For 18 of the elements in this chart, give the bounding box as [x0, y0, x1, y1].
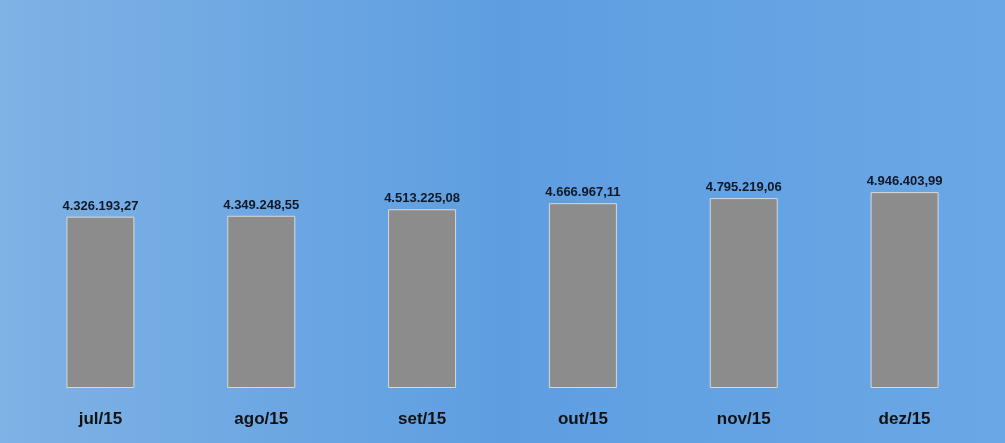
data-label: 4.349.248,55	[223, 196, 300, 212]
bar	[870, 192, 939, 388]
data-label: 4.666.967,11	[545, 184, 621, 200]
bar	[388, 209, 457, 388]
x-tick-label: dez/15	[878, 409, 931, 428]
x-tick-label: jul/15	[77, 409, 123, 428]
bar	[66, 216, 135, 388]
bar	[709, 198, 778, 388]
x-tick-label: out/15	[557, 409, 608, 428]
data-label: 4.513.225,08	[384, 190, 461, 206]
x-tick-label: set/15	[397, 409, 447, 428]
data-label: 4.946.403,99	[866, 173, 943, 189]
x-tick-label: nov/15	[716, 409, 771, 428]
bar	[548, 203, 617, 388]
data-label: 4.795.219,06	[705, 179, 782, 195]
x-tick-label: ago/15	[234, 409, 289, 428]
bar	[227, 215, 296, 388]
data-label: 4.326.193,27	[62, 197, 139, 213]
